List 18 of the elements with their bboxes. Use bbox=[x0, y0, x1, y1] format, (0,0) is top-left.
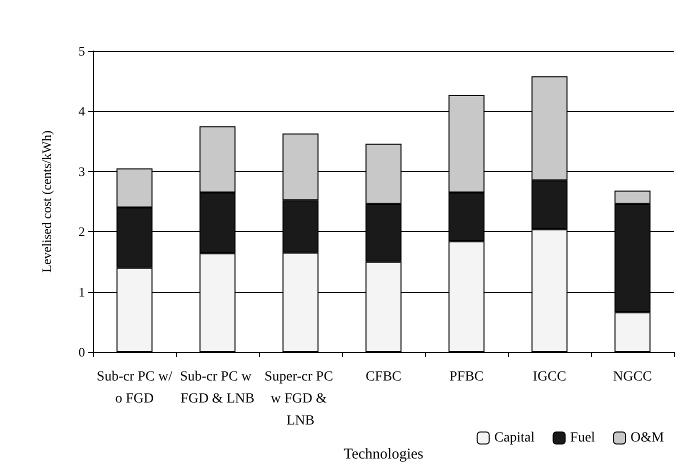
x-tick-label: Sub-cr PC w/o FGD bbox=[96, 370, 172, 406]
x-tick-label: PFBC bbox=[449, 370, 484, 384]
x-tick-label: Super-cr PC w FGD & LNB bbox=[264, 370, 337, 428]
y-tick-label: 3 bbox=[78, 164, 85, 179]
legend-label: Fuel bbox=[570, 430, 596, 446]
x-axis-title: Technologies bbox=[344, 446, 424, 462]
x-tick-label: IGCC bbox=[532, 370, 566, 384]
y-tick-label: 1 bbox=[78, 284, 85, 300]
x-tick-label: CFBC bbox=[366, 370, 402, 384]
y-axis-title: Levelised cost (cents/kWh) bbox=[39, 130, 54, 273]
legend-label: O&M bbox=[630, 430, 665, 446]
x-tick-label: Sub-cr PC w FGD & LNB bbox=[180, 370, 256, 406]
y-tick-label: 4 bbox=[78, 104, 86, 119]
y-tick-label: 0 bbox=[78, 344, 85, 360]
y-tick-label: 5 bbox=[78, 44, 85, 58]
legend-label: Capital bbox=[494, 430, 535, 446]
y-tick-label: 2 bbox=[78, 224, 85, 240]
x-tick-label: NGCC bbox=[613, 370, 652, 384]
